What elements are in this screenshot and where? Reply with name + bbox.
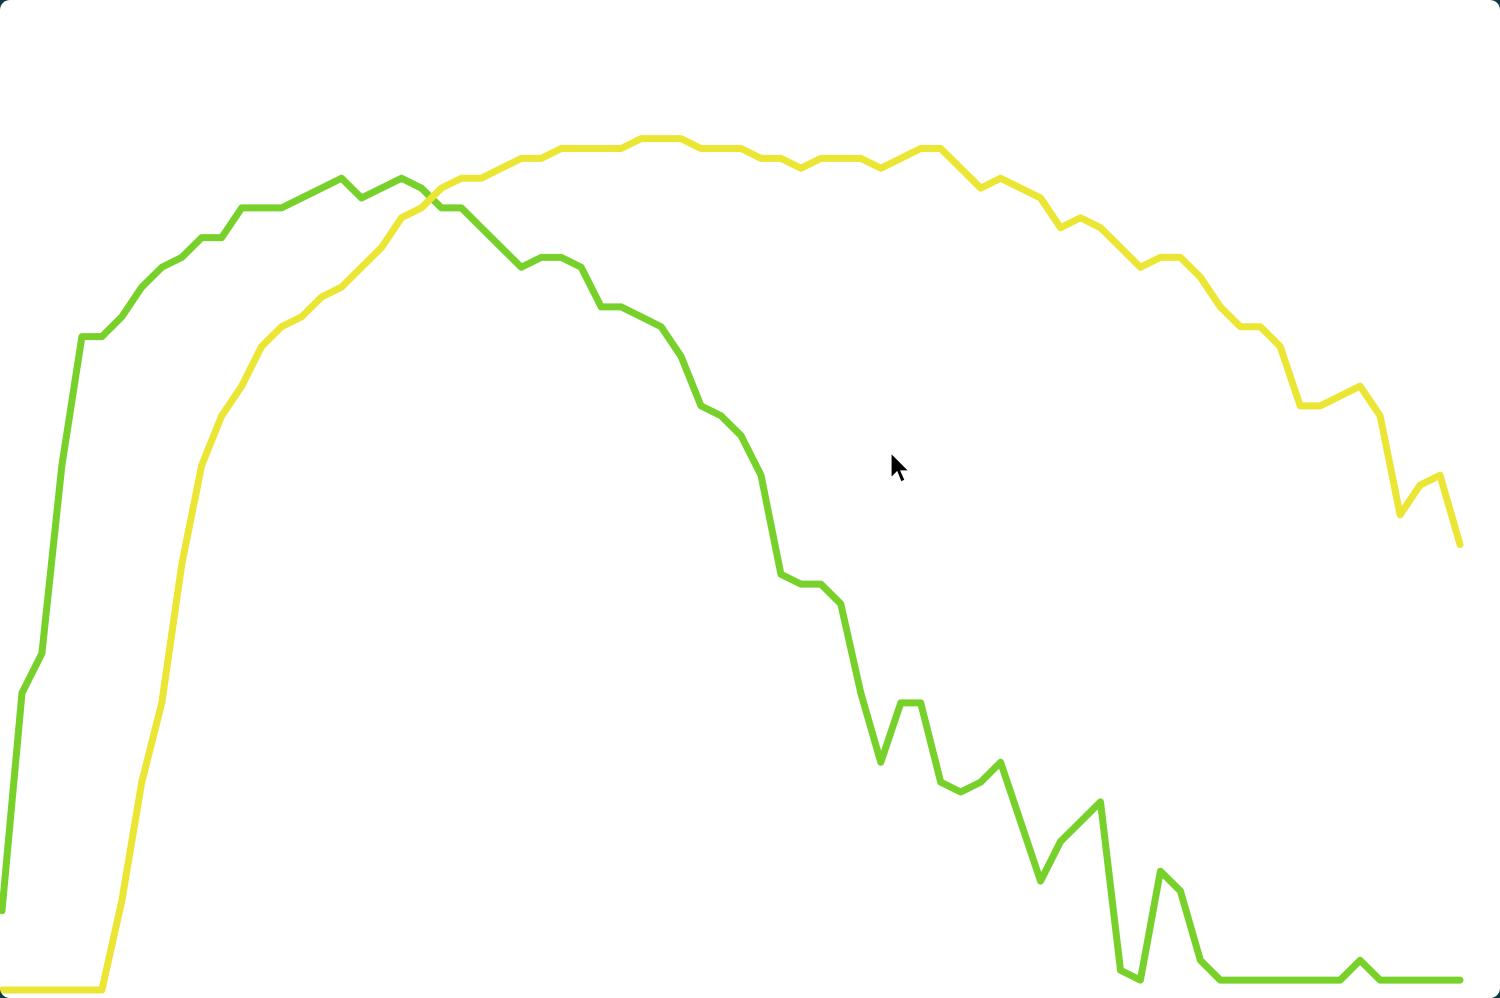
plot-area (0, 135, 1464, 994)
cursor (890, 451, 911, 483)
data-line (0, 174, 1464, 984)
data-line (0, 135, 1464, 994)
